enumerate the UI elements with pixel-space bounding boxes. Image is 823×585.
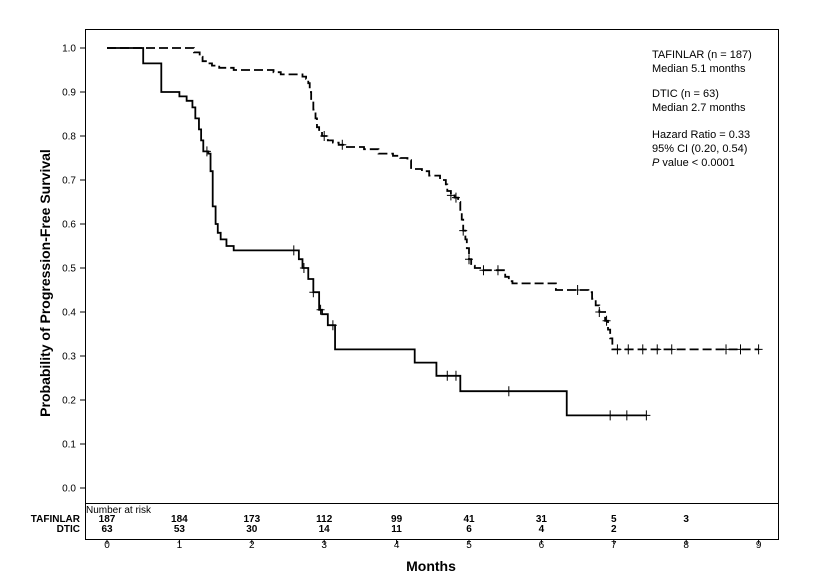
censor-mark-tafinlar xyxy=(459,225,468,236)
censor-mark-tafinlar xyxy=(653,344,662,355)
risk-value: 63 xyxy=(101,524,113,535)
y-tick-label: 0.1 xyxy=(62,440,76,451)
censor-mark-tafinlar xyxy=(624,344,633,355)
censor-mark-tafinlar xyxy=(736,344,745,355)
censor-mark-dtic xyxy=(289,245,298,256)
censor-mark-tafinlar xyxy=(338,139,347,150)
x-axis-title: Months xyxy=(406,558,456,574)
censor-mark-dtic xyxy=(443,370,452,381)
risk-table: Number at risk TAFINLAR DTIC 187 184 173 11… xyxy=(31,505,690,535)
censor-mark-dtic xyxy=(309,287,318,298)
confidence-interval-text: 95% CI (0.20, 0.54) xyxy=(652,143,747,155)
risk-value: 112 xyxy=(316,514,333,525)
p-value-text: P value < 0.0001 xyxy=(652,157,735,169)
censor-mark-tafinlar xyxy=(595,307,604,317)
censor-mark-dtic xyxy=(299,263,308,273)
censor-mark-tafinlar xyxy=(479,265,488,276)
risk-value: 2 xyxy=(611,524,617,535)
risk-table-border xyxy=(85,503,779,540)
y-axis: 0.0 0.1 0.2 0.3 0.4 0.5 0.6 0.7 0.8 0.9 1.0 xyxy=(62,44,86,495)
x-tick-label: 2 xyxy=(249,540,255,551)
y-tick-label: 0.4 xyxy=(62,308,76,319)
censor-mark-dtic xyxy=(642,410,651,421)
censor-mark-dtic xyxy=(328,320,337,331)
censor-mark-tafinlar xyxy=(667,344,676,355)
risk-value: 6 xyxy=(466,524,472,535)
risk-row-label-dtic: DTIC xyxy=(57,524,80,535)
censor-mark-dtic xyxy=(451,370,460,381)
x-tick-label: 7 xyxy=(611,540,617,551)
risk-value: 14 xyxy=(319,524,331,535)
censor-mark-tafinlar xyxy=(613,344,622,355)
legend-dtic-line2: Median 2.7 months xyxy=(652,102,746,114)
censor-mark-dtic xyxy=(202,146,211,157)
x-tick-label: 9 xyxy=(756,540,762,551)
series-line-dtic xyxy=(107,47,647,417)
x-tick-label: 3 xyxy=(321,540,327,551)
censor-mark-tafinlar xyxy=(465,254,473,265)
legend-dtic-line1: DTIC (n = 63) xyxy=(652,88,719,100)
legend-tafinlar-line1: TAFINLAR (n = 187) xyxy=(652,49,752,61)
plot-frame xyxy=(85,29,779,540)
p-value-rest: value < 0.0001 xyxy=(659,157,735,169)
risk-table-heading: Number at risk xyxy=(86,505,152,516)
risk-value: 11 xyxy=(391,524,402,535)
risk-value: 184 xyxy=(171,514,188,525)
risk-row-label-tafinlar: TAFINLAR xyxy=(31,514,81,525)
hazard-ratio-text: Hazard Ratio = 0.33 xyxy=(652,129,750,141)
y-tick-label: 0.2 xyxy=(62,396,76,407)
risk-value: 5 xyxy=(611,514,617,525)
censor-mark-dtic xyxy=(622,410,631,421)
y-tick-label: 0.8 xyxy=(62,132,76,143)
censor-mark-tafinlar xyxy=(446,190,455,201)
risk-value: 4 xyxy=(539,524,545,535)
x-tick-label: 4 xyxy=(394,540,400,551)
censor-mark-tafinlar xyxy=(638,344,647,355)
x-tick-label: 0 xyxy=(104,540,110,551)
censor-mark-tafinlar xyxy=(602,315,611,326)
risk-value: 41 xyxy=(463,514,475,525)
risk-value: 3 xyxy=(683,514,689,525)
legend: TAFINLAR (n = 187) Median 5.1 months DTI… xyxy=(652,49,752,169)
x-tick-label: 8 xyxy=(683,540,689,551)
censor-mark-tafinlar xyxy=(573,285,582,295)
risk-value: 99 xyxy=(391,514,403,525)
censor-mark-tafinlar xyxy=(320,131,329,141)
y-tick-label: 0.0 xyxy=(62,484,76,495)
series-line-tafinlar xyxy=(107,47,759,351)
censor-mark-dtic xyxy=(504,386,513,397)
x-tick-label: 6 xyxy=(539,540,545,551)
censor-mark-tafinlar xyxy=(754,344,763,355)
x-tick-label: 1 xyxy=(177,540,183,551)
y-tick-label: 0.6 xyxy=(62,220,76,231)
censor-mark-tafinlar xyxy=(493,265,502,276)
censor-mark-tafinlar xyxy=(451,192,460,203)
risk-value: 30 xyxy=(246,524,258,535)
survival-curves xyxy=(107,47,759,417)
y-axis-title: Probability of Progression-Free Survival xyxy=(37,149,53,417)
censor-mark-tafinlar xyxy=(722,344,731,355)
x-axis: 0 1 2 3 4 5 6 7 8 9 xyxy=(104,539,762,551)
y-tick-label: 0.7 xyxy=(62,176,76,187)
y-tick-label: 1.0 xyxy=(62,44,76,55)
y-tick-label: 0.3 xyxy=(62,352,76,363)
y-tick-label: 0.5 xyxy=(62,264,76,275)
x-tick-label: 5 xyxy=(466,540,472,551)
risk-value: 187 xyxy=(99,514,116,525)
risk-value: 53 xyxy=(174,524,186,535)
legend-tafinlar-line2: Median 5.1 months xyxy=(652,63,746,75)
censor-marks xyxy=(202,131,763,421)
censor-mark-dtic xyxy=(316,304,325,315)
risk-value: 173 xyxy=(243,514,260,525)
y-tick-label: 0.9 xyxy=(62,88,76,99)
p-value-italic: P xyxy=(652,157,660,169)
risk-value: 31 xyxy=(536,514,548,525)
censor-mark-dtic xyxy=(606,410,615,421)
